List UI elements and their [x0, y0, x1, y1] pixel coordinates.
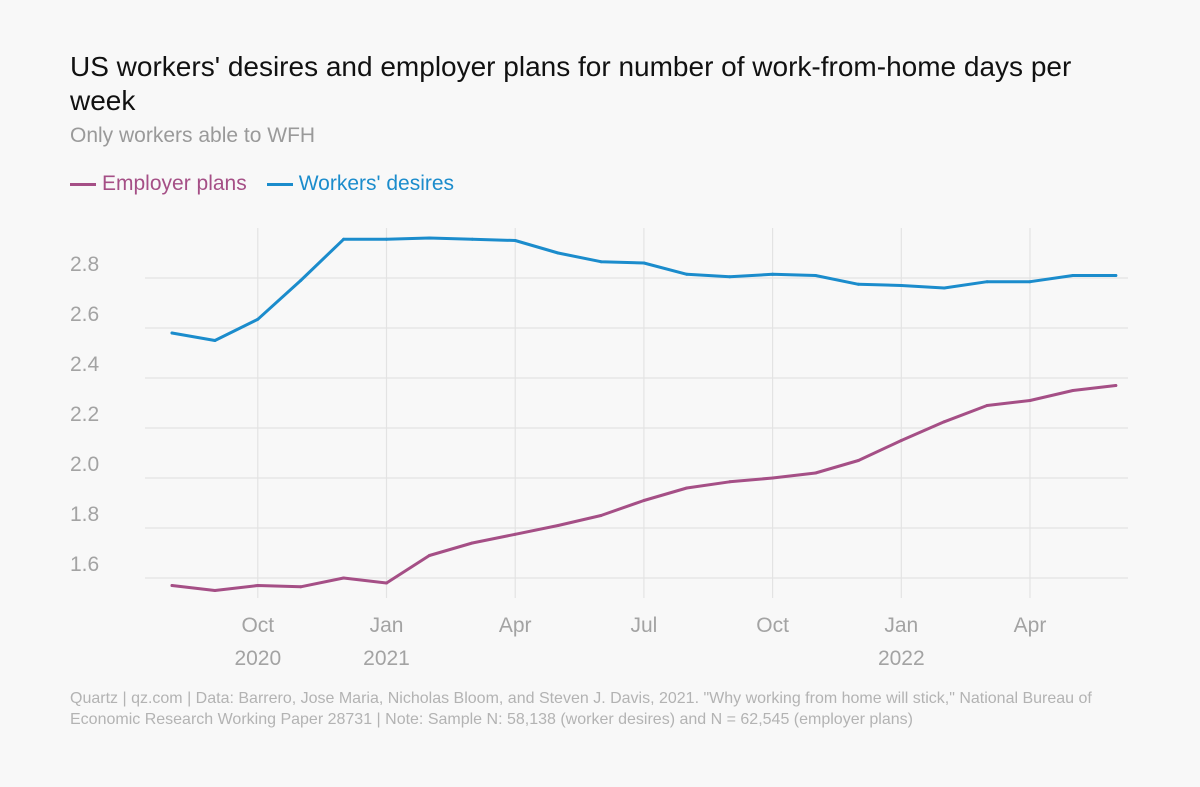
workers-point	[942, 286, 946, 290]
x-tick-year: 2022	[878, 647, 925, 670]
legend-swatch-employer	[70, 182, 96, 186]
workers-point	[1028, 280, 1032, 284]
workers-point	[1114, 274, 1118, 277]
workers-point	[642, 261, 646, 265]
legend: Employer plans Workers' desires	[70, 172, 454, 196]
legend-item-employer: Employer plans	[70, 172, 247, 196]
employer-point	[728, 480, 732, 484]
employer-point	[985, 404, 989, 407]
employer-point	[256, 584, 260, 587]
employer-point	[385, 581, 388, 585]
employer-point	[1028, 399, 1032, 402]
y-tick-label: 1.8	[70, 503, 99, 526]
source-note: Quartz | qz.com | Data: Barrero, Jose Ma…	[70, 690, 1092, 728]
employer-point	[427, 554, 431, 557]
employer-point	[513, 532, 517, 536]
employer-point	[1114, 384, 1118, 387]
x-tick-month: Jul	[630, 614, 657, 637]
y-tick-label: 2.8	[70, 253, 99, 276]
workers-point	[256, 317, 260, 321]
workers-point	[556, 251, 560, 255]
x-tick-month: Apr	[1014, 614, 1047, 637]
workers-point	[856, 282, 860, 286]
legend-label-employer: Employer plans	[102, 172, 247, 195]
y-tick-label: 2.2	[70, 403, 99, 426]
employer-point	[771, 476, 775, 480]
workers-point	[299, 279, 303, 282]
employer-point	[856, 459, 860, 462]
employer-point	[814, 471, 817, 475]
x-tick-month: Apr	[499, 614, 532, 637]
workers-point	[470, 237, 474, 241]
chart-title: US workers' desires and employer plans f…	[70, 51, 1072, 116]
workers-point	[170, 331, 174, 335]
workers-point	[899, 284, 903, 287]
employer-point	[599, 514, 603, 517]
employer-point	[685, 486, 689, 490]
workers-point	[513, 239, 517, 242]
chart-subtitle: Only workers able to WFH	[70, 124, 316, 147]
workers-point	[427, 236, 431, 240]
workers-point	[599, 260, 603, 264]
workers-point	[771, 272, 775, 276]
y-tick-label: 2.6	[70, 303, 99, 326]
employer-point	[1071, 389, 1075, 392]
workers-point	[685, 272, 689, 276]
workers-point	[728, 275, 732, 279]
workers-point	[985, 280, 989, 284]
employer-point	[299, 585, 303, 589]
x-tick-year: 2020	[234, 647, 281, 670]
legend-swatch-workers	[266, 182, 293, 186]
workers-point	[342, 237, 346, 241]
workers-point	[1071, 274, 1075, 277]
y-tick-label: 2.0	[70, 453, 99, 476]
series-lines	[170, 236, 1118, 592]
x-tick-month: Oct	[241, 614, 274, 637]
employer-point	[942, 420, 946, 424]
x-tick-year: 2021	[363, 647, 410, 670]
y-axis-ticks: 1.6 1.8 2.0 2.2 2.4 2.6 2.8	[70, 253, 100, 576]
employer-point	[170, 584, 174, 587]
employer-point	[470, 541, 474, 545]
grid	[145, 228, 1128, 598]
workers-point	[213, 339, 217, 342]
employer-point	[342, 576, 346, 580]
x-tick-month: Jan	[884, 614, 918, 637]
workers-point	[385, 237, 388, 241]
employer-point	[899, 439, 903, 442]
x-axis-ticks: Oct 2020 Jan 2021 Apr Jul Oct Jan 2022 Apr	[234, 614, 1046, 670]
legend-label-workers: Workers' desires	[298, 172, 455, 195]
employer-point	[213, 589, 217, 592]
y-tick-label: 1.6	[70, 553, 99, 576]
employer-point	[556, 524, 560, 527]
y-tick-label: 2.4	[70, 353, 100, 376]
workers-point	[814, 274, 817, 277]
x-tick-month: Jan	[370, 614, 404, 637]
employer-point	[642, 499, 646, 502]
x-tick-month: Oct	[756, 614, 789, 637]
legend-item-workers: Workers' desires	[266, 172, 455, 196]
